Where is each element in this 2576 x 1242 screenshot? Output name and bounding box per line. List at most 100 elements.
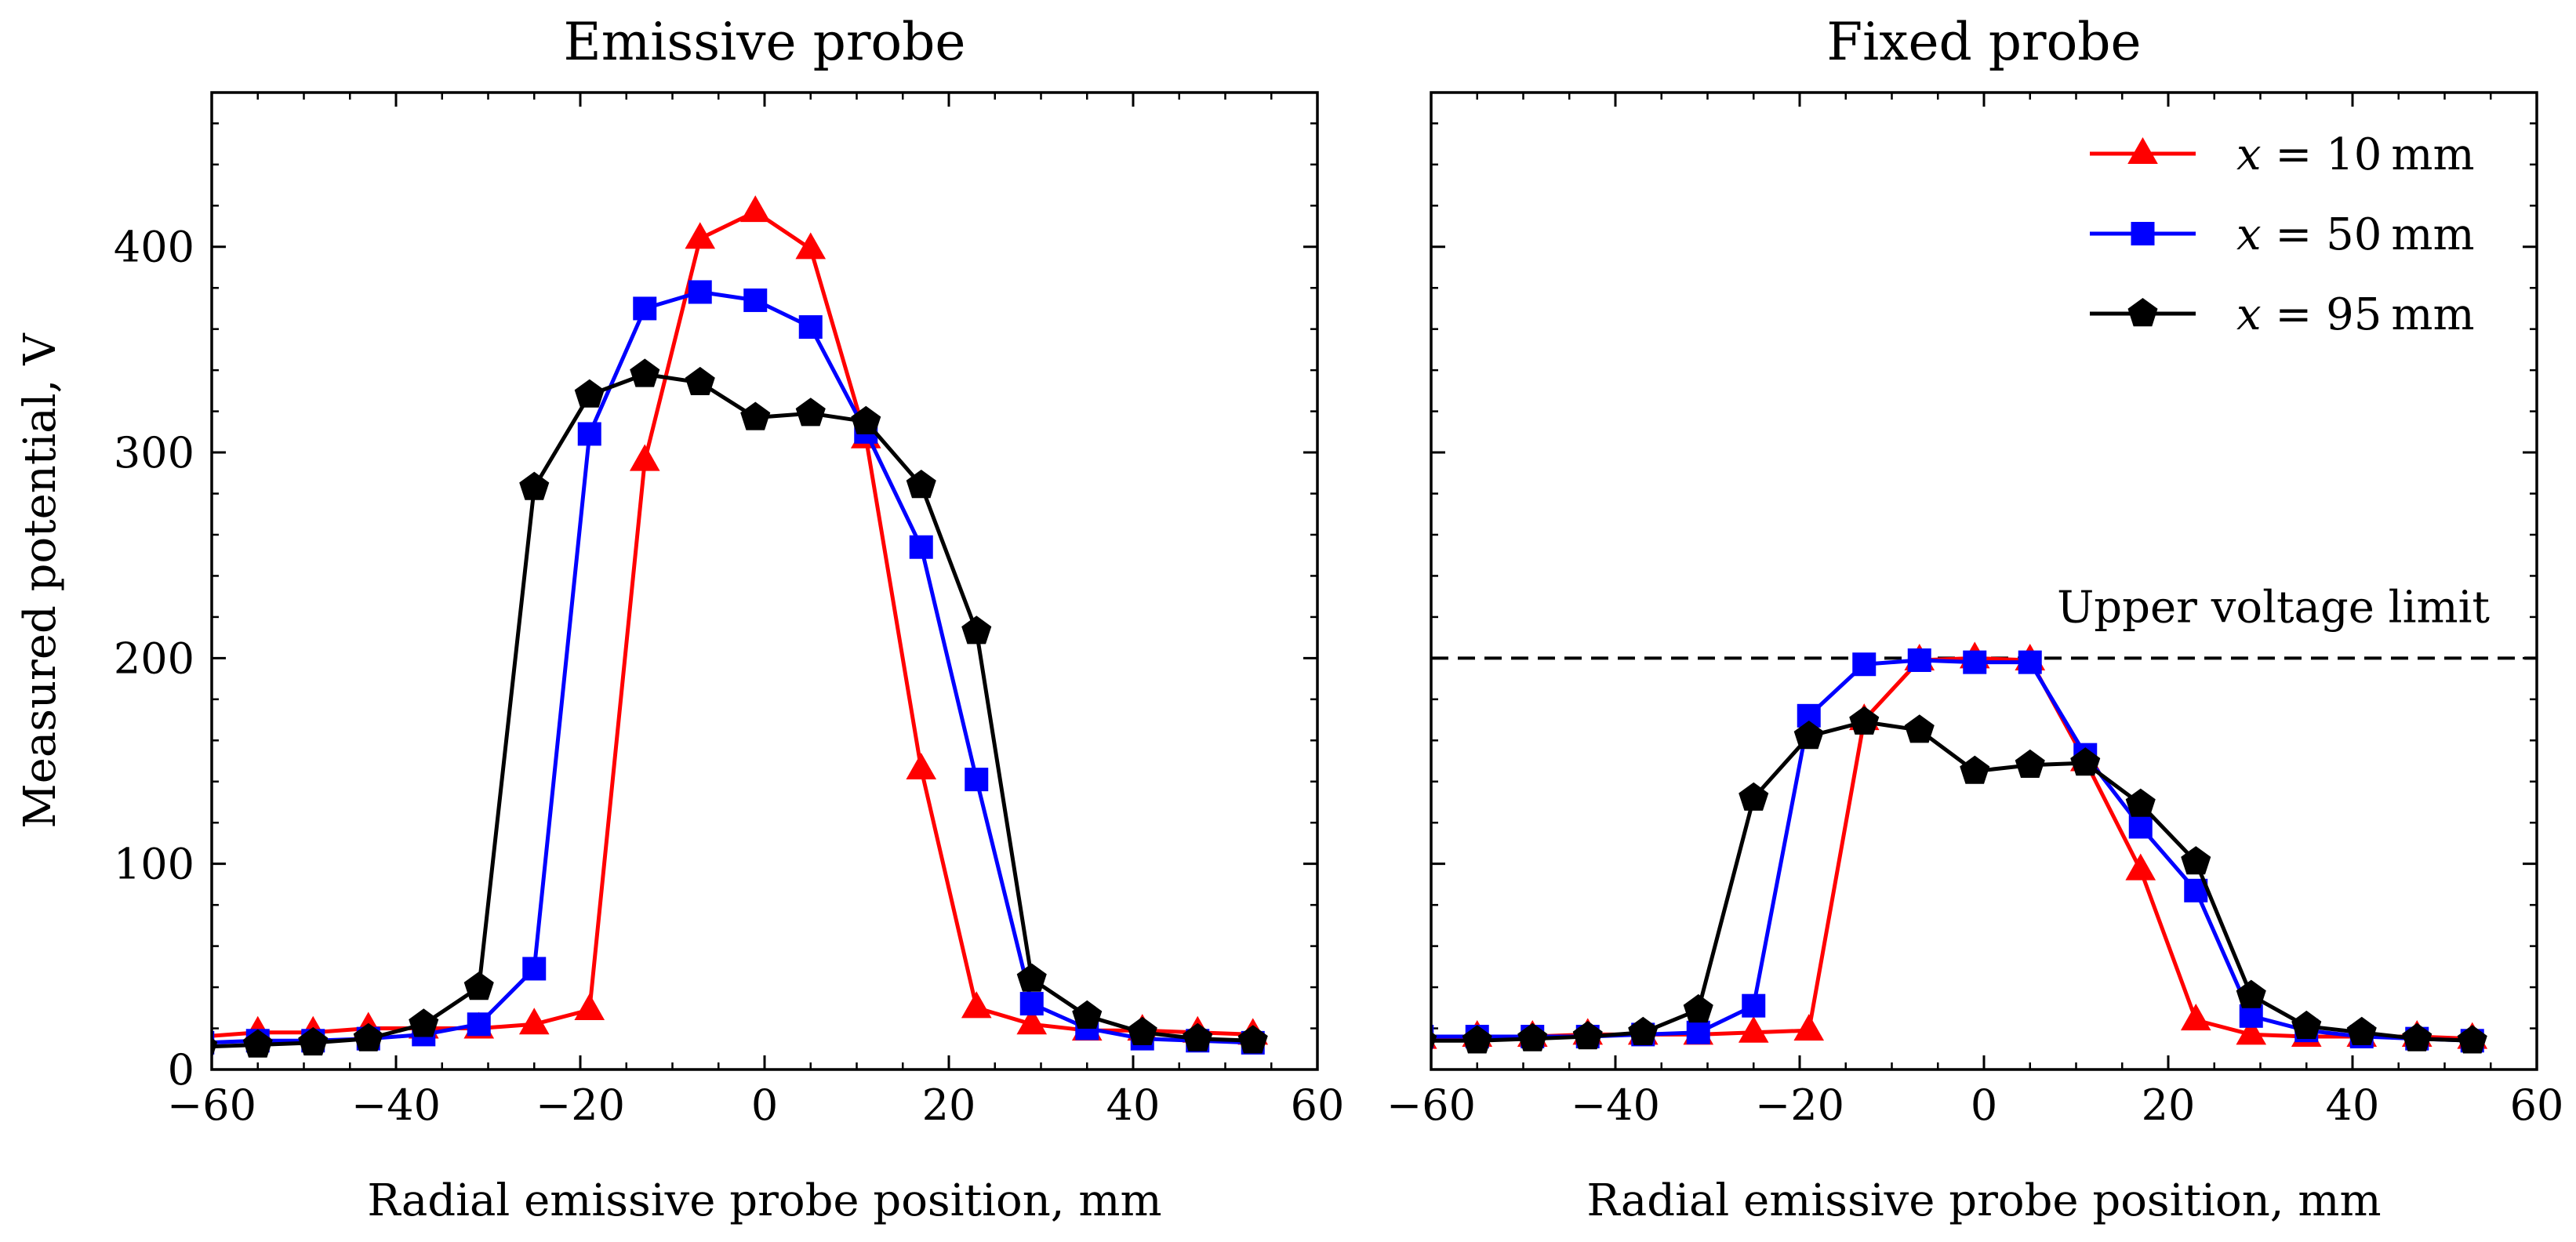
data-point [1016,963,1047,992]
x-tick-label: −20 [536,1080,625,1130]
data-point [577,422,601,446]
y-tick-label: 400 [114,223,194,272]
plot-area [212,195,1269,1060]
x-tick-label: 60 [1291,1080,1345,1130]
data-point [965,768,989,792]
legend-unit: mm [2391,129,2474,180]
x-tick-label: 40 [1106,1080,1161,1130]
data-point [1019,992,1044,1016]
data-point [1963,650,1987,674]
series-pentagon [212,358,1268,1060]
series-line [1431,720,2472,1043]
data-point [518,1008,550,1035]
data-point [685,222,716,249]
data-point [630,358,660,387]
data-point [1127,1016,1157,1045]
data-point [1960,755,1990,784]
data-point [574,993,605,1020]
chart-title: Emissive probe [564,12,966,72]
data-point [739,195,771,223]
data-point [2128,815,2153,839]
data-point [467,1012,491,1037]
data-point [2125,788,2156,817]
x-axis-label: Radial emissive probe position, mm [367,1175,1161,1226]
legend: x = 10 mmx = 50 mmx = 95 mm [2090,129,2475,340]
data-point [906,470,936,499]
data-point [1852,652,1877,677]
series-line [1431,656,2472,1041]
x-tick-label: 0 [751,1080,778,1130]
legend-eq: = 50 [2262,209,2382,260]
y-tick-label: 0 [168,1045,194,1095]
data-point [298,1026,329,1056]
x-tick-label: −20 [1755,1080,1844,1130]
data-point [795,398,826,427]
x-tick-label: −60 [167,1080,256,1130]
data-point [1686,1020,1710,1044]
data-point [574,379,605,408]
data-point [633,296,657,321]
upper-limit-label: Upper voltage limit [2057,582,2490,633]
series-square [1431,648,2484,1053]
data-point [2239,1004,2263,1028]
data-point [1237,1025,1268,1054]
data-point [1683,993,1713,1023]
series-triangle [1431,641,2488,1049]
data-point [409,1008,439,1037]
plot-area [1431,641,2488,1054]
x-tick-label: 60 [2510,1080,2564,1130]
data-point [961,616,992,645]
legend-label: x = 50 mm [2236,209,2475,260]
legend-eq: = 10 [2262,129,2382,180]
legend-unit: mm [2391,209,2474,260]
panel-emissive-probe: Emissive probe −60 −40 −20 0 20 40 60 0 100 200 300… [15,12,1344,1226]
data-point [1793,721,1824,750]
chart-title: Fixed probe [1826,12,2141,72]
legend-var: x [2236,129,2262,180]
data-point [1431,1031,1437,1054]
axes-frame [210,91,1319,1071]
legend-marker [2127,137,2158,165]
data-point [242,1029,273,1058]
data-point [522,957,547,981]
legend-eq: = 95 [2262,289,2382,340]
data-point [1016,1008,1048,1035]
series-line [212,289,1253,1045]
y-tick-label: 100 [114,840,194,889]
x-axis-label: Radial emissive probe position, mm [1586,1175,2381,1226]
data-point [1738,1015,1769,1043]
data-point [519,471,550,500]
legend-marker [2131,222,2155,245]
data-point [909,535,933,559]
data-point [1462,1025,1492,1054]
data-point [1793,1014,1825,1041]
data-point [1907,648,1931,672]
data-point [798,315,823,340]
data-point [851,405,881,434]
x-tick-label: −40 [351,1080,441,1130]
data-point [2402,1022,2432,1051]
data-point [212,1037,218,1060]
data-point [2180,1004,2211,1031]
data-point [1572,1021,1603,1050]
axes-frame [1430,91,2538,1071]
data-point [1742,993,1766,1018]
series-line [212,372,1253,1049]
series-line [1431,658,2472,1043]
legend-var: x [2236,289,2262,340]
data-point [463,971,494,1000]
x-tick-label: 20 [2142,1080,2196,1130]
y-axis-label: Measured potential, V [15,332,66,829]
data-point [961,991,992,1019]
x-tick-label: −60 [1386,1080,1476,1130]
data-point [2457,1025,2487,1054]
data-point [1072,1000,1103,1029]
legend-unit: mm [2391,289,2474,340]
data-point [1517,1022,1548,1051]
legend-marker [2127,298,2158,327]
data-point [906,753,937,780]
data-point [1628,1016,1659,1045]
legend-label: x = 95 mm [2236,289,2475,340]
data-point [795,232,827,260]
